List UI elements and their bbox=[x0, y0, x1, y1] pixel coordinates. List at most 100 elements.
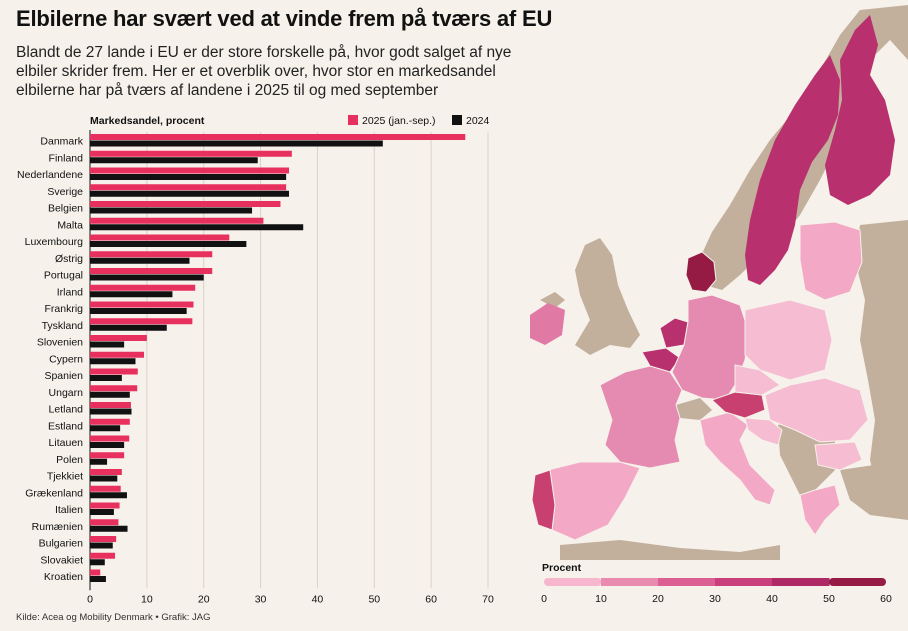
map-country-croatia-slovenia bbox=[744, 417, 783, 446]
map-legend-tick: 10 bbox=[595, 593, 607, 605]
bar-2024 bbox=[90, 140, 383, 147]
x-tick-label: 10 bbox=[141, 593, 153, 605]
map-land-east bbox=[855, 220, 908, 500]
bar-2025 bbox=[90, 284, 196, 291]
map-land-turkey bbox=[840, 460, 908, 520]
category-label: Portugal bbox=[44, 270, 83, 282]
category-label: Estland bbox=[48, 420, 83, 432]
map-legend-swatch bbox=[601, 578, 659, 586]
map-legend-tick: 30 bbox=[709, 593, 721, 605]
map-land-uk bbox=[575, 238, 640, 355]
bar-2024 bbox=[90, 559, 105, 566]
bar-2024 bbox=[90, 492, 127, 499]
map-country-baltics bbox=[799, 221, 863, 301]
category-label: Polen bbox=[56, 454, 83, 466]
category-label: Ungarn bbox=[49, 387, 84, 399]
category-label: Belgien bbox=[48, 203, 83, 215]
category-label: Tjekkiet bbox=[47, 471, 83, 483]
source-note: Kilde: Acea og Mobility Denmark • Grafik… bbox=[16, 612, 211, 623]
map-country-italy bbox=[699, 411, 776, 506]
map-legend-swatch bbox=[544, 578, 602, 586]
bar-2025 bbox=[90, 234, 230, 241]
category-label: Danmark bbox=[40, 136, 83, 148]
bar-2025 bbox=[90, 201, 281, 207]
category-label: Bulgarien bbox=[39, 538, 84, 550]
bar-2025 bbox=[90, 318, 193, 325]
bar-2025 bbox=[90, 268, 213, 274]
category-label: Slovakiet bbox=[40, 554, 83, 566]
bar-2025 bbox=[90, 217, 264, 224]
map-country-spain bbox=[547, 461, 641, 541]
europe-map bbox=[530, 5, 908, 560]
bar-2024 bbox=[90, 542, 113, 549]
category-label: Luxembourg bbox=[25, 236, 84, 248]
map-legend-tick: 60 bbox=[880, 593, 892, 605]
bar-2024 bbox=[90, 509, 114, 515]
map-country-hungary-romania bbox=[764, 377, 869, 443]
bar-2024 bbox=[90, 525, 128, 532]
chart-title: Elbilerne har svært ved at vinde frem på… bbox=[16, 6, 553, 31]
bar-2024 bbox=[90, 425, 121, 432]
x-tick-label: 40 bbox=[312, 593, 324, 605]
map-country-portugal bbox=[531, 469, 556, 531]
bar-2024 bbox=[90, 174, 287, 180]
category-label: Litauen bbox=[49, 437, 84, 449]
map-land-iceland-shape bbox=[540, 292, 565, 308]
map-legend-tick: 0 bbox=[541, 593, 547, 605]
x-tick-label: 30 bbox=[255, 593, 267, 605]
bar-2024 bbox=[90, 391, 130, 398]
map-legend-swatch bbox=[715, 578, 773, 586]
category-label: Slovenien bbox=[37, 337, 83, 349]
plot-area: 0 10 20 30 40 50 60 70 Markedsandel, procent 2025… bbox=[17, 115, 494, 605]
bar-2025 bbox=[90, 435, 130, 442]
bar-2025 bbox=[90, 385, 138, 392]
category-label: Frankrig bbox=[44, 303, 83, 315]
bar-2025 bbox=[90, 519, 119, 526]
map-legend-tick: 20 bbox=[652, 593, 664, 605]
map-country-france bbox=[599, 365, 683, 469]
bar-2024 bbox=[90, 207, 253, 214]
bar-2025 bbox=[90, 485, 121, 492]
map-country-poland bbox=[744, 299, 833, 381]
bar-2024 bbox=[90, 341, 125, 348]
x-tick-label: 0 bbox=[87, 593, 93, 605]
bar-2025 bbox=[90, 301, 194, 308]
bar-2025 bbox=[90, 552, 116, 559]
x-tick-label: 70 bbox=[482, 593, 494, 605]
x-tick-label: 60 bbox=[425, 593, 437, 605]
bar-2025 bbox=[90, 368, 138, 375]
category-label: Østrig bbox=[55, 253, 83, 265]
bar-2024 bbox=[90, 224, 304, 231]
bar-2024 bbox=[90, 475, 118, 482]
bar-2024 bbox=[90, 324, 167, 331]
category-label: Sverige bbox=[47, 186, 83, 198]
map-country-finland bbox=[825, 15, 895, 205]
bar-2024 bbox=[90, 274, 204, 281]
bar-2024 bbox=[90, 358, 136, 365]
map-country-sweden bbox=[745, 55, 840, 285]
bar-2025 bbox=[90, 167, 289, 174]
bar-2025 bbox=[90, 536, 117, 542]
bar-2025 bbox=[90, 351, 145, 358]
map-country-greece bbox=[799, 484, 841, 536]
bar-2024 bbox=[90, 308, 187, 314]
map-legend: Procent 0 10 20 30 40 50 60 bbox=[541, 562, 892, 605]
axis-title: Markedsandel, procent bbox=[90, 115, 205, 127]
bar-2024 bbox=[90, 241, 247, 247]
bar-2025 bbox=[90, 184, 287, 191]
map-land-switzerland bbox=[676, 398, 712, 420]
map-land-africa bbox=[560, 540, 780, 560]
bar-2024 bbox=[90, 157, 258, 164]
bar-2025 bbox=[90, 335, 147, 341]
map-legend-tick: 40 bbox=[766, 593, 778, 605]
chart-subtitle: Blandt de 27 lande i EU er der store for… bbox=[16, 44, 512, 99]
category-label: Grækenland bbox=[25, 487, 83, 499]
category-label: Letland bbox=[49, 404, 84, 416]
bar-2025 bbox=[90, 569, 101, 576]
map-legend-swatch bbox=[829, 578, 886, 586]
category-label: Nederlandene bbox=[17, 169, 83, 181]
category-label: Spanien bbox=[44, 370, 83, 382]
legend-label-1: 2024 bbox=[466, 115, 490, 127]
bar-2025 bbox=[90, 502, 120, 509]
map-country-ireland bbox=[530, 303, 565, 345]
